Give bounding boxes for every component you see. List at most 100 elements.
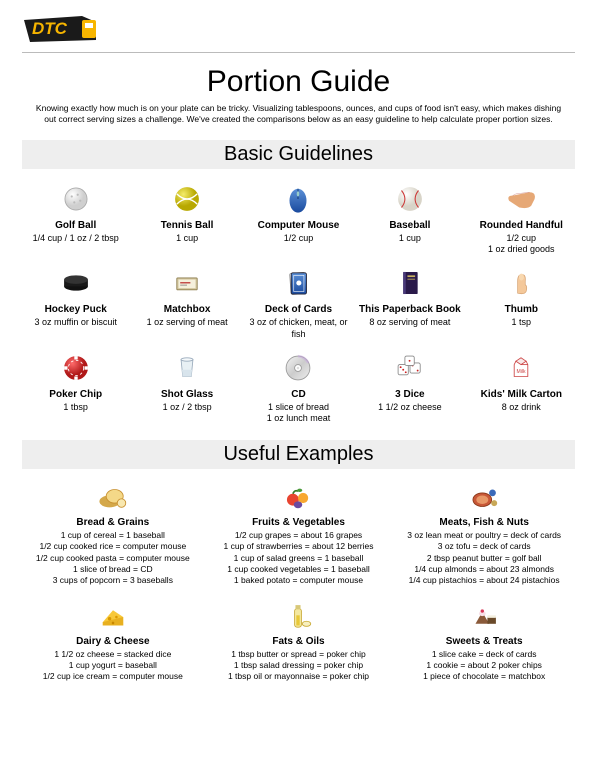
mouse-icon <box>246 181 351 217</box>
guideline-title: Golf Ball <box>23 220 128 232</box>
tennisball-icon <box>134 181 239 217</box>
svg-text:Milk: Milk <box>517 369 527 375</box>
example-line: 1/2 cup cooked pasta = computer mouse <box>24 553 202 564</box>
example-line: 1 cup yogurt = baseball <box>24 660 202 671</box>
example-line: 2 tbsp peanut butter = golf ball <box>395 553 573 564</box>
guideline-item: Computer Mouse 1/2 cup <box>245 179 352 258</box>
example-line: 1 piece of chocolate = matchbox <box>395 671 573 682</box>
example-line: 1 cup of salad greens = 1 baseball <box>210 553 388 564</box>
guideline-desc: 1 oz / 2 tbsp <box>134 402 239 413</box>
guideline-title: Poker Chip <box>23 389 128 401</box>
section-header-examples: Useful Examples <box>22 440 575 469</box>
hand-icon <box>469 181 574 217</box>
example-line: 1 cup of cereal = 1 baseball <box>24 530 202 541</box>
dice-icon <box>357 350 462 386</box>
guideline-item: Milk Kids' Milk Carton 8 oz drink <box>468 348 575 427</box>
example-title: Fruits & Vegetables <box>210 517 388 528</box>
guideline-desc: 1 tbsp <box>23 402 128 413</box>
divider-top <box>22 52 575 53</box>
guideline-desc: 1 slice of bread1 oz lunch meat <box>246 402 351 425</box>
book-icon <box>357 265 462 301</box>
bread-icon <box>24 481 202 515</box>
guideline-title: CD <box>246 389 351 401</box>
intro-text: Knowing exactly how much is on your plat… <box>30 103 567 126</box>
example-line: 1/2 cup cooked rice = computer mouse <box>24 541 202 552</box>
guideline-desc: 1/2 cup <box>246 233 351 244</box>
puck-icon <box>23 265 128 301</box>
guideline-title: 3 Dice <box>357 389 462 401</box>
guideline-item: Golf Ball 1/4 cup / 1 oz / 2 tbsp <box>22 179 129 258</box>
example-title: Dairy & Cheese <box>24 636 202 647</box>
guideline-title: Matchbox <box>134 304 239 316</box>
example-category: Dairy & Cheese 1 1/2 oz cheese = stacked… <box>22 598 204 684</box>
thumb-icon <box>469 265 574 301</box>
example-line: 1 cup of strawberries = about 12 berries <box>210 541 388 552</box>
example-line: 3 oz tofu = deck of cards <box>395 541 573 552</box>
example-title: Meats, Fish & Nuts <box>395 517 573 528</box>
example-line: 1 slice of bread = CD <box>24 564 202 575</box>
guideline-desc: 3 oz muffin or biscuit <box>23 317 128 328</box>
cd-icon <box>246 350 351 386</box>
guideline-title: Kids' Milk Carton <box>469 389 574 401</box>
guideline-item: Thumb 1 tsp <box>468 263 575 342</box>
milk-icon: Milk <box>469 350 574 386</box>
example-title: Fats & Oils <box>210 636 388 647</box>
matchbox-icon <box>134 265 239 301</box>
example-line: 3 oz lean meat or poultry = deck of card… <box>395 530 573 541</box>
example-line: 1 slice cake = deck of cards <box>395 649 573 660</box>
fruit-icon <box>210 481 388 515</box>
svg-text:DTC: DTC <box>32 19 68 38</box>
guideline-item: Deck of Cards 3 oz of chicken, meat, or … <box>245 263 352 342</box>
guideline-item: Shot Glass 1 oz / 2 tbsp <box>133 348 240 427</box>
meat-icon <box>395 481 573 515</box>
example-line: 1/4 cup pistachios = about 24 pistachios <box>395 575 573 586</box>
example-line: 1 tbsp butter or spread = poker chip <box>210 649 388 660</box>
logo: DTC <box>22 12 575 46</box>
example-title: Bread & Grains <box>24 517 202 528</box>
example-category: Sweets & Treats 1 slice cake = deck of c… <box>393 598 575 684</box>
guideline-desc: 1 tsp <box>469 317 574 328</box>
guideline-item: Poker Chip 1 tbsp <box>22 348 129 427</box>
guideline-desc: 1 cup <box>357 233 462 244</box>
golfball-icon <box>23 181 128 217</box>
guideline-desc: 1/2 cup1 oz dried goods <box>469 233 574 256</box>
guideline-title: Tennis Ball <box>134 220 239 232</box>
example-title: Sweets & Treats <box>395 636 573 647</box>
example-line: 1 tbsp oil or mayonnaise = poker chip <box>210 671 388 682</box>
guidelines-grid: Golf Ball 1/4 cup / 1 oz / 2 tbsp Tennis… <box>22 179 575 427</box>
example-category: Fats & Oils 1 tbsp butter or spread = po… <box>208 598 390 684</box>
example-line: 1 1/2 oz cheese = stacked dice <box>24 649 202 660</box>
example-category: Bread & Grains 1 cup of cereal = 1 baseb… <box>22 479 204 587</box>
guideline-desc: 8 oz serving of meat <box>357 317 462 328</box>
guideline-desc: 1 oz serving of meat <box>134 317 239 328</box>
guideline-title: Deck of Cards <box>246 304 351 316</box>
guideline-title: This Paperback Book <box>357 304 462 316</box>
oil-icon <box>210 600 388 634</box>
baseball-icon <box>357 181 462 217</box>
guideline-desc: 8 oz drink <box>469 402 574 413</box>
guideline-item: 3 Dice 1 1/2 oz cheese <box>356 348 463 427</box>
cheese-icon <box>24 600 202 634</box>
guideline-desc: 1/4 cup / 1 oz / 2 tbsp <box>23 233 128 244</box>
example-line: 1 baked potato = computer mouse <box>210 575 388 586</box>
guideline-title: Rounded Handful <box>469 220 574 232</box>
guideline-item: Baseball 1 cup <box>356 179 463 258</box>
guideline-title: Hockey Puck <box>23 304 128 316</box>
section-header-basic: Basic Guidelines <box>22 140 575 169</box>
guideline-title: Computer Mouse <box>246 220 351 232</box>
page-title: Portion Guide <box>22 65 575 99</box>
examples-grid: Bread & Grains 1 cup of cereal = 1 baseb… <box>22 479 575 683</box>
cards-icon <box>246 265 351 301</box>
guideline-title: Baseball <box>357 220 462 232</box>
example-category: Meats, Fish & Nuts 3 oz lean meat or pou… <box>393 479 575 587</box>
example-line: 1/2 cup ice cream = computer mouse <box>24 671 202 682</box>
example-line: 1 tbsp salad dressing = poker chip <box>210 660 388 671</box>
guideline-title: Thumb <box>469 304 574 316</box>
example-line: 3 cups of popcorn = 3 baseballs <box>24 575 202 586</box>
example-category: Fruits & Vegetables 1/2 cup grapes = abo… <box>208 479 390 587</box>
guideline-item: Hockey Puck 3 oz muffin or biscuit <box>22 263 129 342</box>
sweets-icon <box>395 600 573 634</box>
guideline-desc: 1 cup <box>134 233 239 244</box>
chip-icon <box>23 350 128 386</box>
guideline-desc: 3 oz of chicken, meat, or fish <box>246 317 351 340</box>
